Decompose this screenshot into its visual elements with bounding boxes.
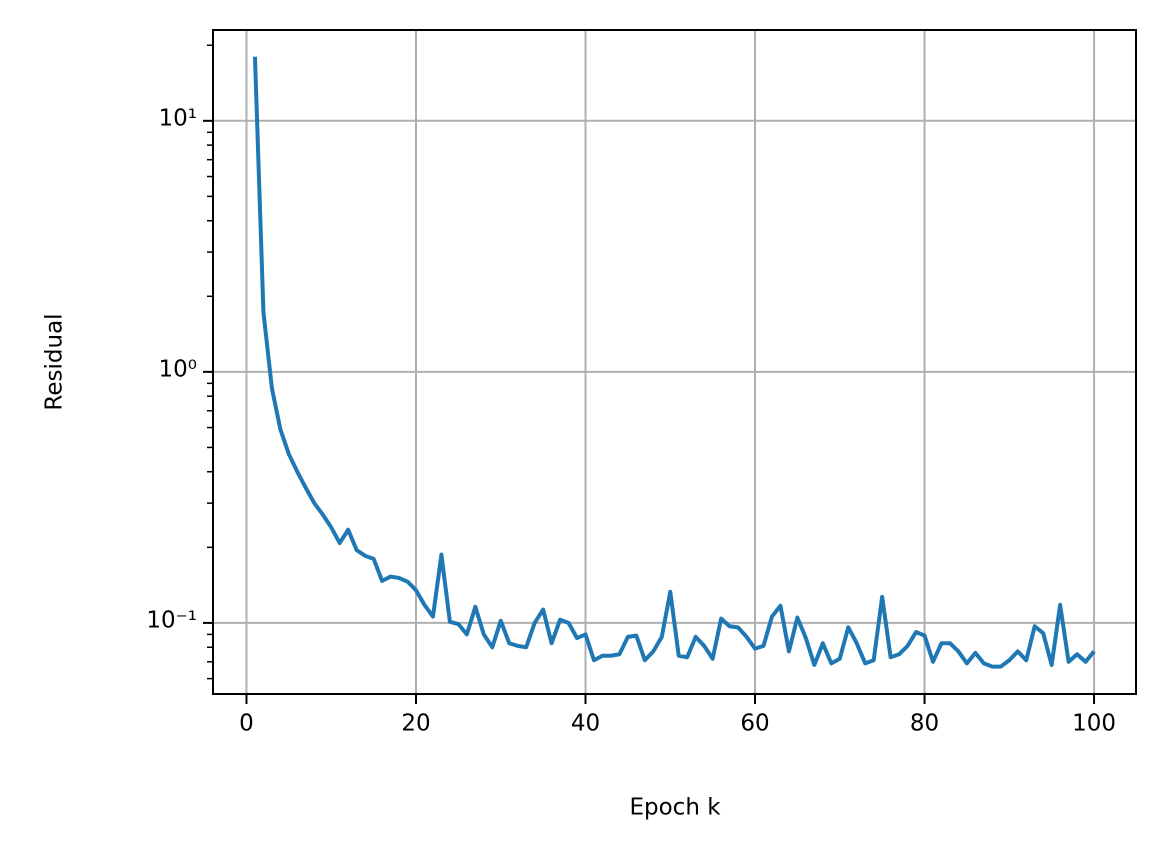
y-tick-label: 10¹ — [159, 105, 198, 131]
plot-frame — [212, 29, 1137, 695]
x-tick-label: 60 — [740, 711, 769, 737]
x-tick-label: 80 — [910, 711, 939, 737]
y-tick-label: 10⁰ — [159, 356, 198, 382]
line — [252, 56, 1096, 669]
x-axis-label: Epoch k — [629, 795, 721, 821]
x-tick-label: 100 — [1072, 711, 1116, 737]
x-tick-label: 0 — [239, 711, 254, 737]
y-axis-label: Residual — [42, 313, 68, 410]
x-tick-label: 40 — [571, 711, 600, 737]
x-tick-label: 20 — [401, 711, 430, 737]
y-tick-label: 10⁻¹ — [146, 607, 197, 633]
